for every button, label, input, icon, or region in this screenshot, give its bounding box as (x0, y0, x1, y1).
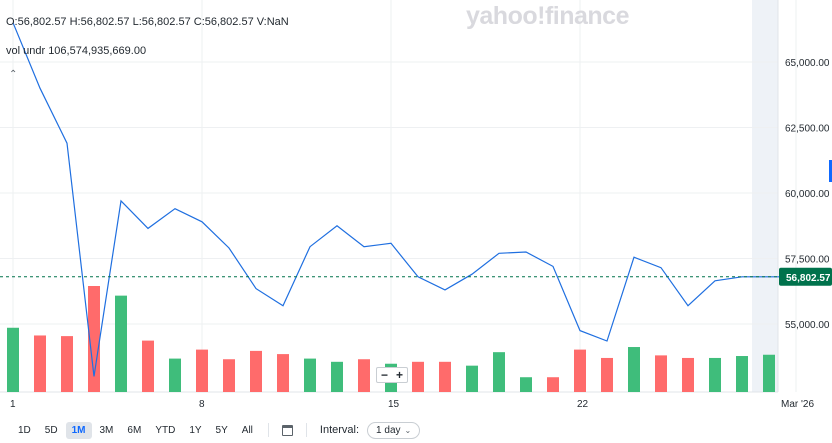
y-tick-label: 55,000.00 (785, 320, 830, 331)
range-button-1y[interactable]: 1Y (189, 424, 202, 436)
range-button-6m[interactable]: 6M (127, 424, 142, 436)
volume-bar (574, 349, 586, 392)
current-price-label: 56,802.57 (786, 273, 831, 284)
volume-bar (61, 336, 73, 392)
volume-bar (196, 349, 208, 392)
toolbar-divider (267, 423, 269, 437)
interval-value: 1 day (376, 424, 401, 436)
volume-bar (628, 347, 640, 392)
chevron-down-icon: ⌄ (404, 425, 412, 435)
toolbar-divider (305, 423, 307, 437)
range-button-1m[interactable]: 1M (65, 421, 92, 439)
volume-bar (277, 354, 289, 392)
x-tick-label: 22 (577, 399, 589, 410)
y-tick-label: 62,500.00 (785, 124, 830, 135)
yahoo-finance-watermark: yahoo!finance (466, 2, 629, 30)
x-tick-label: 1 (10, 399, 16, 410)
range-button-3m[interactable]: 3M (99, 424, 114, 436)
range-toolbar: 1D 5D 1M 3M 6M YTD 1Y 5Y All Interval: 1 day ⌄ (0, 420, 421, 440)
volume-bar (601, 357, 613, 392)
zoom-in-button[interactable]: + (395, 368, 403, 382)
price-line (12, 22, 796, 377)
volume-bar (547, 377, 559, 392)
zoom-out-button[interactable]: − (380, 368, 388, 382)
volume-bar (169, 358, 181, 392)
volume-bar (115, 295, 127, 392)
volume-bar (682, 357, 694, 392)
zoom-control: − + (376, 367, 408, 383)
range-button-ytd[interactable]: YTD (155, 424, 176, 436)
volume-bar (88, 286, 100, 392)
collapse-caret-icon[interactable]: ⌃ (9, 69, 18, 80)
volume-bar (439, 361, 451, 392)
y-tick-label: 60,000.00 (785, 189, 830, 200)
volume-bar (7, 327, 19, 392)
volume-bar (736, 356, 748, 392)
volume-bar (331, 361, 343, 392)
volume-bar (709, 357, 721, 392)
volume-bar (142, 340, 154, 392)
volume-bar (466, 365, 478, 392)
interval-label: Interval: (319, 424, 360, 436)
x-tick-label: 15 (388, 399, 400, 410)
range-button-1d[interactable]: 1D (18, 424, 31, 436)
volume-bar (304, 358, 316, 392)
volume-bar (655, 355, 667, 392)
y-tick-label: 57,500.00 (785, 255, 830, 266)
volume-bar (34, 335, 46, 392)
volume-bar (223, 359, 235, 392)
y-tick-label: 65,000.00 (785, 58, 830, 69)
range-button-all[interactable]: All (241, 424, 253, 436)
range-button-5y[interactable]: 5Y (215, 424, 228, 436)
x-tick-label: Mar '26 (781, 399, 814, 410)
volume-bar (763, 354, 775, 392)
x-tick-label: 8 (199, 399, 205, 410)
volume-bar (412, 361, 424, 392)
volume-readout: vol undr 106,574,935,669.00 (6, 45, 147, 57)
ohlc-readout: O:56,802.57 H:56,802.57 L:56,802.57 C:56… (6, 16, 289, 28)
volume-bar (250, 350, 262, 392)
calendar-icon[interactable] (281, 424, 293, 436)
future-shade (752, 0, 778, 392)
side-panel-tab[interactable] (829, 160, 832, 182)
volume-bar (520, 377, 532, 392)
volume-bar (493, 352, 505, 392)
volume-bar (358, 359, 370, 392)
current-price-badge (779, 267, 832, 286)
range-button-5d[interactable]: 5D (44, 424, 58, 436)
interval-select[interactable]: 1 day ⌄ (367, 421, 421, 439)
